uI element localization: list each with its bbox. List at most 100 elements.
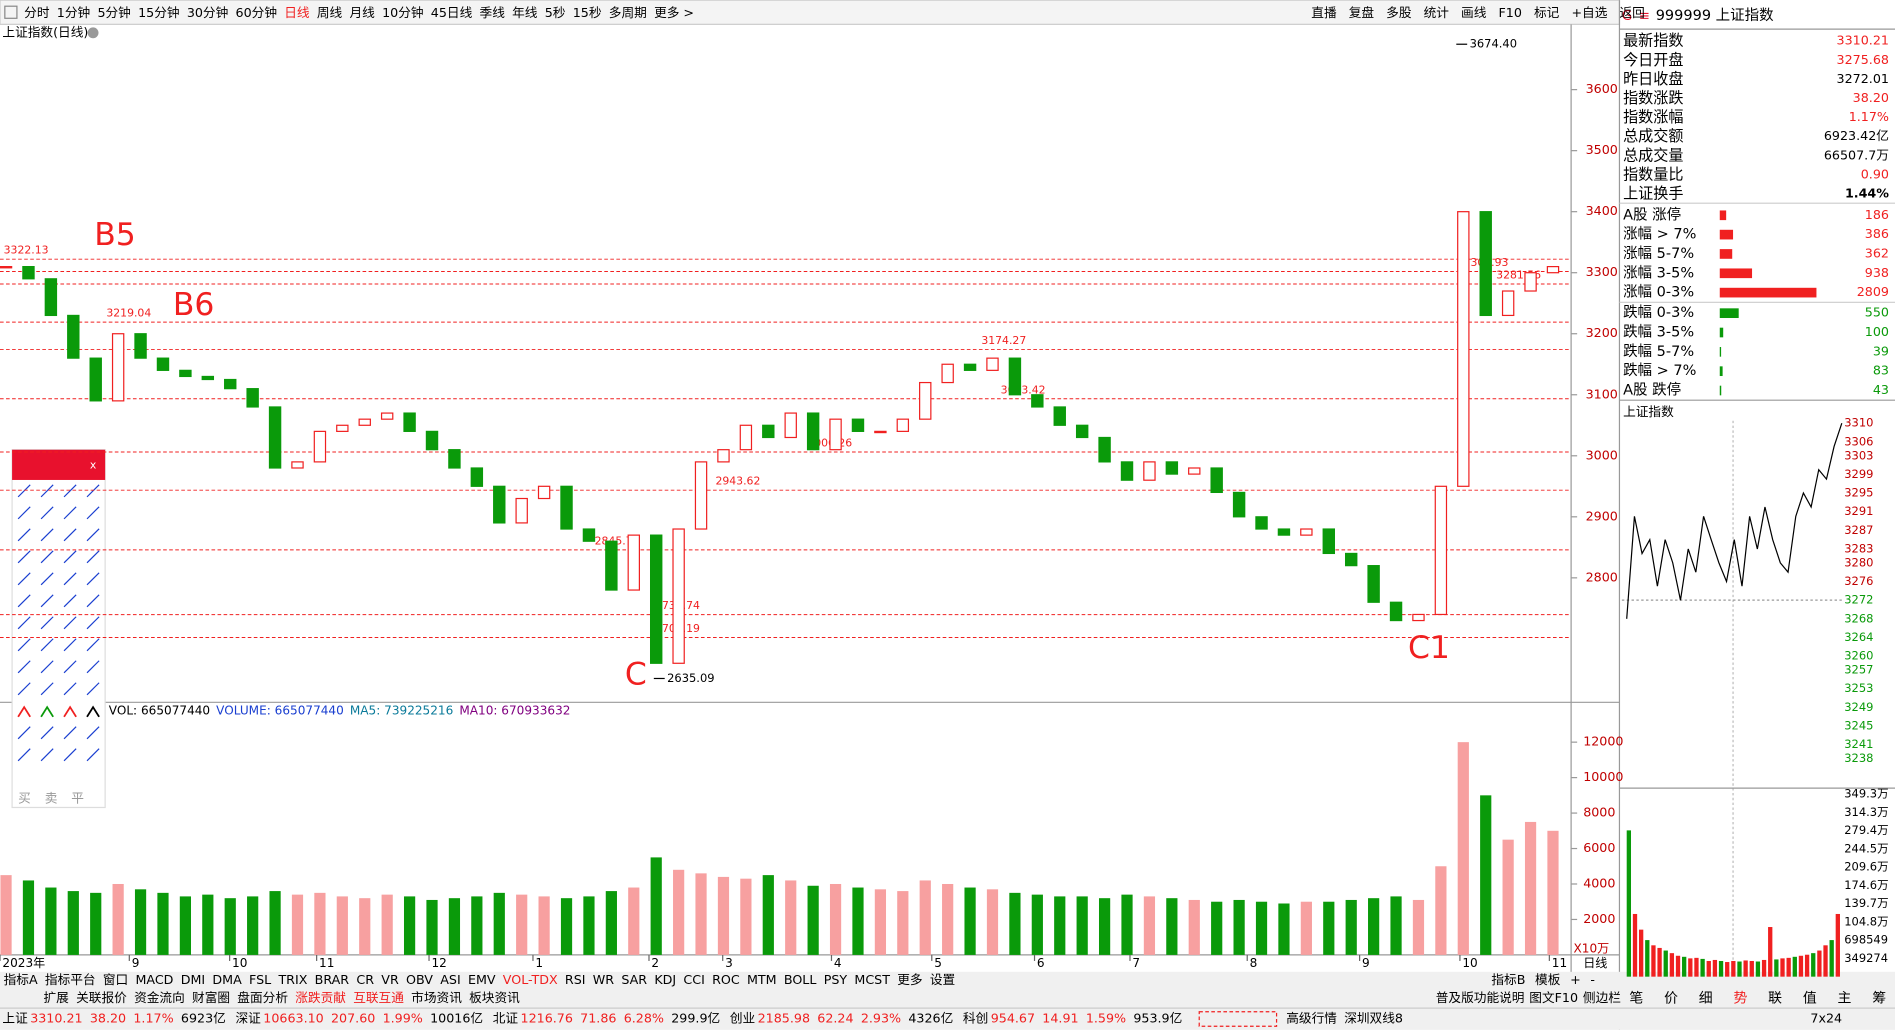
volume-bar — [560, 898, 573, 955]
volume-bar — [919, 880, 931, 955]
tool-icon — [17, 506, 31, 520]
market-value: 10663.10 — [263, 1010, 323, 1025]
candle — [201, 375, 215, 381]
tool-icon — [17, 484, 31, 498]
candle — [941, 363, 954, 384]
x-tick-label: 2 — [651, 956, 659, 970]
intraday-volume — [1694, 957, 1699, 977]
intraday-volume — [1731, 960, 1736, 977]
trade-button: 买 — [18, 791, 31, 806]
volume-bar — [1076, 896, 1088, 955]
tool-icon — [63, 572, 77, 586]
volume-bar — [202, 894, 214, 955]
volume-bar — [359, 898, 371, 955]
period-tab: 月线 — [349, 5, 375, 20]
intraday-volume — [1804, 954, 1810, 977]
volume-bar — [1457, 742, 1469, 955]
intraday-volume — [1663, 950, 1668, 977]
bottom-bar — [0, 971, 1895, 1030]
x-tick-label: 11 — [319, 956, 334, 970]
intraday-volume — [1749, 960, 1754, 977]
close-icon[interactable]: x — [90, 458, 97, 471]
indicator-tab: OBV — [406, 972, 433, 987]
tool-icon — [40, 528, 54, 542]
price-line — [1626, 422, 1843, 619]
quote-value: 66507.7万 — [1824, 147, 1889, 162]
candle — [1479, 211, 1492, 317]
tool-icon — [40, 616, 54, 630]
breadth-value: 100 — [1865, 324, 1889, 339]
volume-bar — [247, 896, 259, 955]
y-tick-label: 2800 — [1586, 569, 1618, 584]
indicator-tab: MACD — [135, 972, 173, 987]
volume-bar — [381, 894, 393, 955]
tool-icon — [86, 660, 100, 674]
period-tab: 5秒 — [545, 5, 566, 20]
indicator-tab: DMI — [181, 972, 205, 987]
volume-bar — [1211, 901, 1223, 955]
breadth-value: 186 — [1865, 207, 1889, 222]
volume-bar — [67, 891, 79, 955]
tool-button: 返回 — [1620, 5, 1645, 20]
annotation: B5 — [94, 217, 136, 253]
breadth-label: 跌幅 > 7% — [1623, 362, 1696, 379]
side-tab: 价 — [1664, 990, 1678, 1006]
market-value: 10016亿 — [430, 1010, 483, 1025]
candle — [493, 485, 506, 524]
intraday-volume — [1718, 960, 1724, 977]
breadth-value: 550 — [1865, 305, 1889, 320]
breadth-bar — [1719, 385, 1722, 396]
tool-icon — [40, 484, 54, 498]
tool-icon — [17, 616, 31, 630]
market-value: 1.99% — [383, 1010, 423, 1025]
volume-bar — [291, 894, 304, 955]
indicator-tab: ROC — [712, 972, 740, 987]
y-tick-label: 3268 — [1844, 611, 1873, 625]
indicator-tab: 指标B — [1491, 972, 1525, 987]
candle — [291, 461, 304, 469]
volume-bar — [717, 876, 730, 955]
period-tab: 10分钟 — [382, 5, 423, 20]
candle — [694, 461, 708, 530]
tool-icon — [17, 705, 31, 718]
quote-value: 3310.21 — [1837, 33, 1889, 48]
draw-tools-header[interactable] — [12, 449, 106, 480]
intraday-volume — [1817, 950, 1822, 977]
intraday-volume — [1651, 945, 1656, 977]
candle — [1501, 290, 1515, 317]
tool-icon — [63, 660, 77, 674]
side-tab: 细 — [1699, 990, 1713, 1006]
intraday-volume — [1786, 957, 1791, 977]
volume-bar — [90, 892, 102, 955]
quote-label: 上证换手 — [1623, 185, 1683, 203]
breadth-bar — [1719, 210, 1727, 221]
y-tick-label: 8000 — [1583, 805, 1615, 820]
candle — [448, 449, 461, 469]
market-name: 创业 — [730, 1010, 755, 1025]
breadth-bar — [1719, 327, 1724, 338]
y-tick-label: 349.3万 — [1844, 787, 1888, 801]
candle — [1277, 528, 1291, 536]
breadth-label: 跌幅 0-3% — [1623, 304, 1694, 321]
tool-icon — [40, 572, 54, 586]
volume-bar — [1390, 896, 1402, 955]
extra-tab: 资金流向 — [134, 990, 185, 1005]
period-tab: 60分钟 — [236, 5, 277, 20]
candle — [1165, 461, 1179, 475]
period-tab: 15分钟 — [138, 5, 179, 20]
y-tick-label: 3303 — [1844, 448, 1873, 462]
tool-icon — [40, 594, 54, 608]
period-label: 日线 — [1583, 956, 1607, 970]
tool-icon — [40, 638, 54, 652]
side-tab: 主 — [1838, 990, 1852, 1006]
indicator-tab: TRIX — [277, 972, 307, 987]
market-value: 207.60 — [331, 1010, 375, 1025]
volume-bar — [134, 889, 147, 955]
volume-bar — [314, 892, 326, 955]
candle — [111, 333, 125, 402]
y-tick-label: 3287 — [1844, 523, 1873, 537]
x-tick-label: 12 — [431, 956, 446, 970]
breadth-label: 涨幅 > 7% — [1623, 226, 1696, 243]
tool-icon — [17, 638, 31, 652]
quote-label: 昨日收盘 — [1623, 70, 1683, 88]
